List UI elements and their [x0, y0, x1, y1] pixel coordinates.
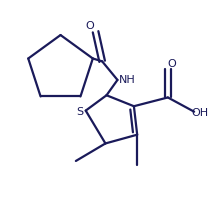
Text: OH: OH [192, 108, 209, 118]
Text: NH: NH [118, 75, 135, 85]
Text: O: O [167, 59, 176, 69]
Text: S: S [77, 107, 84, 117]
Text: O: O [86, 21, 95, 31]
